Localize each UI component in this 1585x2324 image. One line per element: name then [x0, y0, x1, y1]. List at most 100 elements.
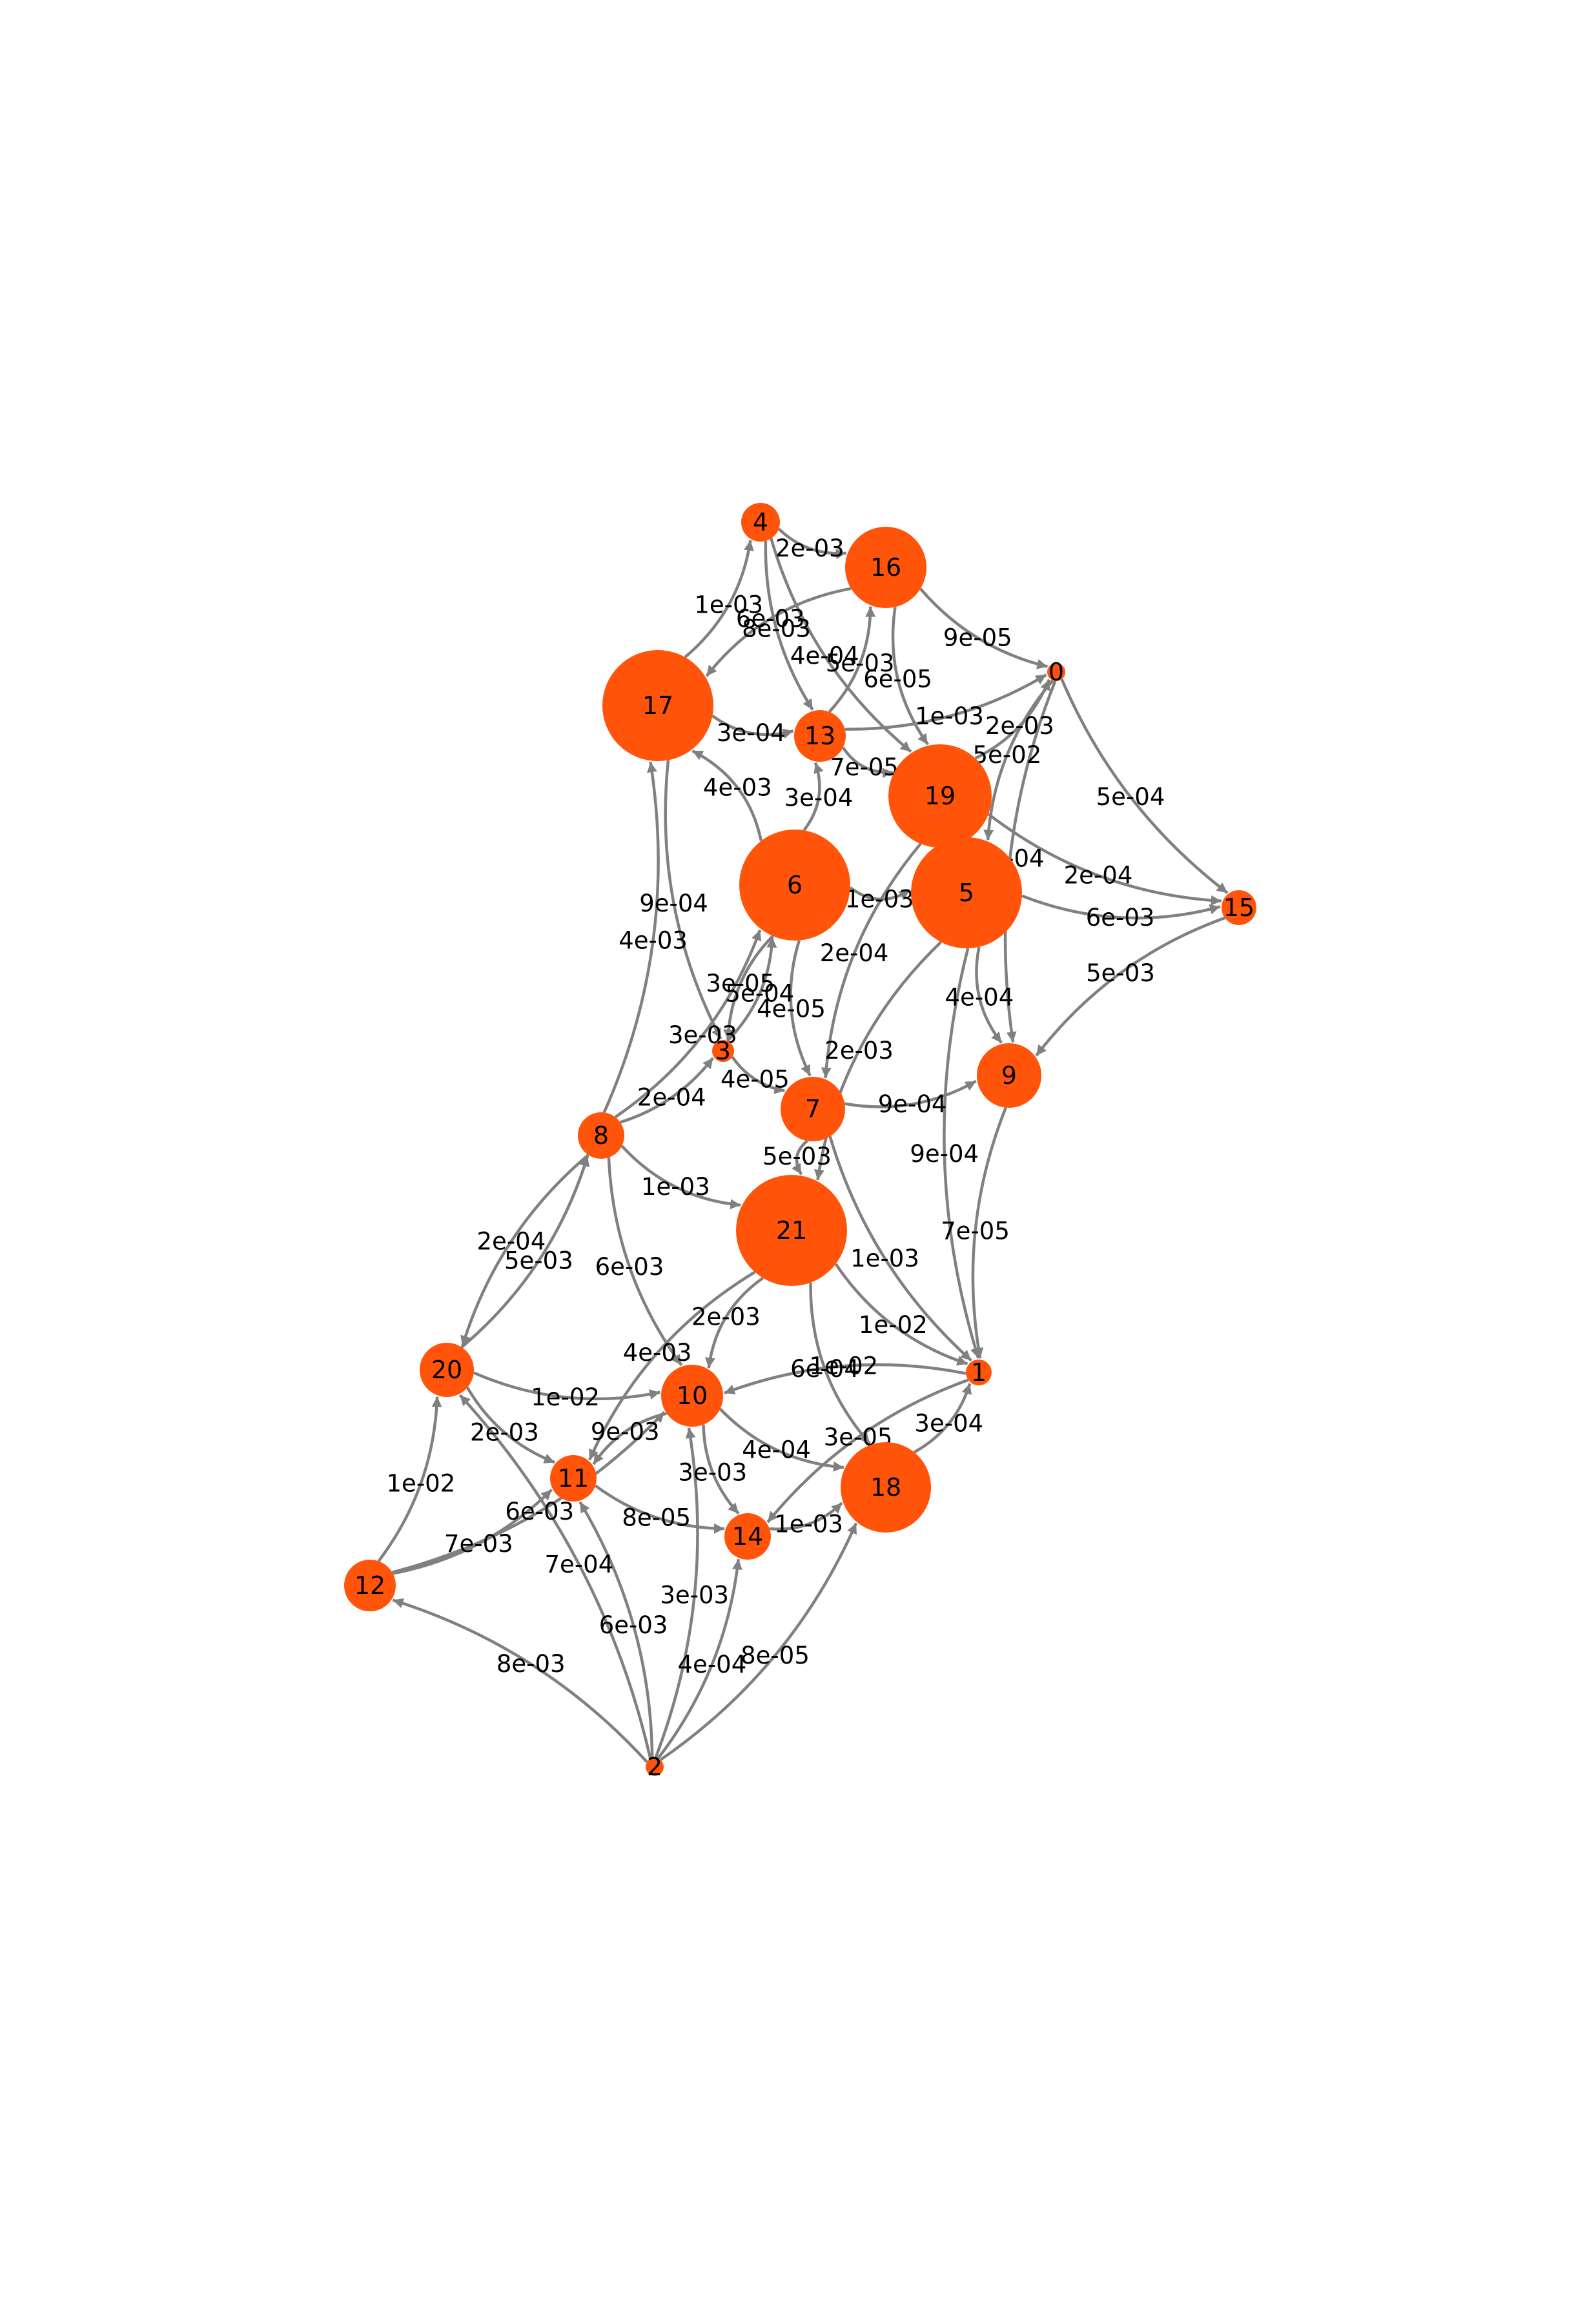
node-2: 2	[646, 1753, 664, 1781]
edge-1-10	[724, 1363, 966, 1395]
edge-label-17-3: 9e-04	[639, 890, 708, 917]
edge-1-14	[766, 1378, 969, 1524]
edge-label-19-7: 2e-04	[820, 939, 889, 967]
edge-label-5-1: 9e-04	[910, 1140, 979, 1168]
edge-13-19	[841, 746, 893, 779]
node-label-1: 1	[971, 1358, 987, 1387]
edge-label-20-8: 5e-03	[504, 1247, 573, 1275]
edge-label-2-18: 8e-05	[741, 1642, 810, 1669]
node-circle-2	[646, 1758, 664, 1776]
edge-label-12-11: 7e-03	[444, 1530, 513, 1558]
edge-label-7-1: 1e-03	[850, 1245, 919, 1272]
edge-15-9	[1035, 916, 1225, 1057]
node-1: 1	[966, 1358, 992, 1387]
node-circle-20	[420, 1343, 474, 1397]
edge-label-11-14: 8e-05	[622, 1503, 691, 1531]
node-7: 7	[781, 1077, 845, 1141]
edge-12-10	[391, 1411, 666, 1574]
edge-label-21-1: 1e-02	[859, 1311, 928, 1339]
node-circle-15	[1222, 890, 1256, 925]
edge-label-4-19: 4e-04	[790, 642, 859, 669]
edge-8-10	[607, 1157, 683, 1367]
edge-label-17-4: 1e-03	[694, 591, 763, 619]
edge-label-0-5: 5e-02	[973, 741, 1042, 769]
node-label-9: 9	[1001, 1061, 1017, 1090]
edge-19-7	[821, 842, 922, 1078]
edge-label-17-13: 3e-04	[717, 719, 786, 747]
edge-label-10-11: 9e-03	[591, 1418, 660, 1445]
node-circle-7	[781, 1077, 845, 1141]
node-label-3: 3	[715, 1037, 731, 1065]
edge-label-7-21: 5e-03	[762, 1143, 832, 1170]
node-20: 20	[420, 1343, 474, 1397]
edge-19-15	[987, 813, 1222, 906]
edge-label-12-10: 6e-03	[505, 1498, 574, 1525]
edge-label-2-11: 6e-03	[599, 1611, 668, 1639]
node-16: 16	[845, 527, 926, 608]
edge-8-21	[620, 1145, 741, 1210]
edge-6-7	[789, 940, 812, 1077]
edge-2-14	[657, 1558, 742, 1760]
node-label-15: 15	[1223, 893, 1254, 922]
edge-11-14	[594, 1484, 725, 1534]
edge-2-11	[578, 1501, 654, 1758]
edge-label-10-14: 3e-03	[678, 1458, 747, 1486]
node-8: 8	[578, 1112, 624, 1159]
node-label-4: 4	[753, 508, 768, 536]
edge-8-3	[619, 1057, 715, 1124]
edge-label-12-20: 1e-02	[387, 1470, 456, 1498]
node-circle-19	[888, 744, 992, 848]
edge-label-13-0: 1e-03	[915, 702, 984, 730]
edges-layer	[377, 527, 1229, 1764]
node-circle-17	[602, 650, 713, 761]
edge-label-13-16: 5e-03	[826, 649, 895, 677]
edge-labels-layer: 2e-03 9e-05 5e-04 1e-03 4e-03 8e-03 1e-02 5e-03…	[387, 535, 1165, 1678]
node-label-12: 12	[354, 1571, 385, 1600]
node-12: 12	[344, 1560, 396, 1611]
edge-16-17	[705, 587, 852, 677]
node-circle-18	[841, 1442, 931, 1533]
edge-20-10	[473, 1371, 660, 1401]
node-label-11: 11	[558, 1464, 589, 1493]
edge-8-6	[614, 929, 762, 1119]
node-circle-11	[550, 1455, 597, 1502]
edge-label-2-20: 7e-04	[545, 1551, 614, 1578]
edge-18-1	[913, 1383, 972, 1454]
edge-label-9-1: 7e-05	[941, 1218, 1010, 1245]
edge-label-18-1: 3e-04	[914, 1410, 983, 1438]
node-label-2: 2	[647, 1753, 662, 1781]
node-label-5: 5	[959, 879, 974, 907]
edge-label-3-7: 4e-05	[721, 1065, 790, 1093]
node-9: 9	[977, 1043, 1041, 1108]
node-circle-6	[739, 830, 850, 941]
edge-label-21-10: 2e-03	[691, 1303, 761, 1331]
node-5: 5	[911, 837, 1022, 948]
node-6: 6	[739, 830, 850, 941]
node-17: 17	[602, 650, 713, 761]
node-21: 21	[736, 1175, 847, 1286]
edge-0-5	[983, 679, 1054, 841]
edge-7-21	[792, 1139, 808, 1176]
node-label-19: 19	[925, 782, 956, 810]
edge-2-12	[392, 1598, 648, 1764]
edge-21-10	[704, 1276, 764, 1369]
node-label-10: 10	[677, 1381, 708, 1410]
edge-12-20	[377, 1396, 442, 1562]
edge-4-19	[770, 538, 912, 753]
edge-4-13	[764, 540, 814, 711]
node-label-17: 17	[642, 691, 673, 720]
edge-label-6-17: 4e-03	[703, 774, 772, 802]
edge-5-1	[943, 948, 981, 1359]
edge-label-19-15: 2e-04	[1064, 862, 1133, 890]
node-11: 11	[550, 1455, 597, 1502]
edge-3-7	[731, 1055, 785, 1094]
node-3: 3	[712, 1037, 734, 1065]
edge-label-6-13: 3e-04	[784, 784, 854, 812]
node-18: 18	[841, 1442, 931, 1533]
edge-label-5-21: 2e-03	[824, 1037, 894, 1065]
node-label-21: 21	[776, 1216, 807, 1245]
edge-label-8-20: 2e-04	[477, 1227, 546, 1255]
edge-7-9	[844, 1079, 977, 1108]
node-label-0: 0	[1048, 658, 1064, 686]
